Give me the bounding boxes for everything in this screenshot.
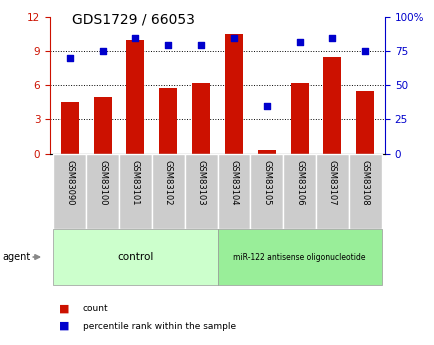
Bar (290, 83, 308, 154)
Bar (61, 102, 79, 154)
Bar (119, 154, 151, 229)
Text: GDS1729 / 66053: GDS1729 / 66053 (72, 12, 194, 26)
Bar (184, 154, 217, 229)
Bar (322, 57, 341, 154)
Bar (93, 97, 112, 154)
Bar (315, 154, 348, 229)
Point (132, 35, 138, 40)
Bar (283, 154, 315, 229)
Bar (257, 150, 275, 154)
Text: agent: agent (2, 252, 30, 262)
Bar (191, 83, 210, 154)
Point (361, 49, 368, 54)
Text: control: control (117, 252, 153, 262)
Bar (86, 154, 119, 229)
Text: ■: ■ (59, 304, 69, 314)
Bar (159, 88, 177, 154)
Text: GSM83105: GSM83105 (262, 160, 271, 205)
Text: percentile rank within the sample: percentile rank within the sample (82, 322, 235, 331)
Point (263, 103, 270, 109)
Text: count: count (82, 304, 108, 313)
Bar (217, 229, 381, 285)
Text: GSM83104: GSM83104 (229, 160, 238, 205)
Bar (151, 154, 184, 229)
Point (328, 35, 335, 40)
Bar (53, 229, 217, 285)
Point (66, 55, 73, 61)
Bar (348, 154, 381, 229)
Point (230, 35, 237, 40)
Point (197, 42, 204, 47)
Text: GSM83107: GSM83107 (327, 160, 336, 205)
Text: GSM83106: GSM83106 (294, 160, 303, 205)
Bar (355, 91, 373, 154)
Bar (224, 34, 243, 154)
Bar (250, 154, 283, 229)
Bar (53, 154, 86, 229)
Point (164, 42, 171, 47)
Text: GSM83103: GSM83103 (196, 160, 205, 205)
Text: GSM83108: GSM83108 (360, 160, 369, 205)
Point (99, 49, 106, 54)
Bar (126, 40, 144, 154)
Text: miR-122 antisense oligonucleotide: miR-122 antisense oligonucleotide (233, 253, 365, 262)
Text: GSM83102: GSM83102 (163, 160, 172, 205)
Text: GSM83090: GSM83090 (65, 160, 74, 205)
Text: GSM83101: GSM83101 (131, 160, 140, 205)
Text: ■: ■ (59, 321, 69, 331)
Point (296, 39, 302, 45)
Text: GSM83100: GSM83100 (98, 160, 107, 205)
Bar (217, 154, 250, 229)
